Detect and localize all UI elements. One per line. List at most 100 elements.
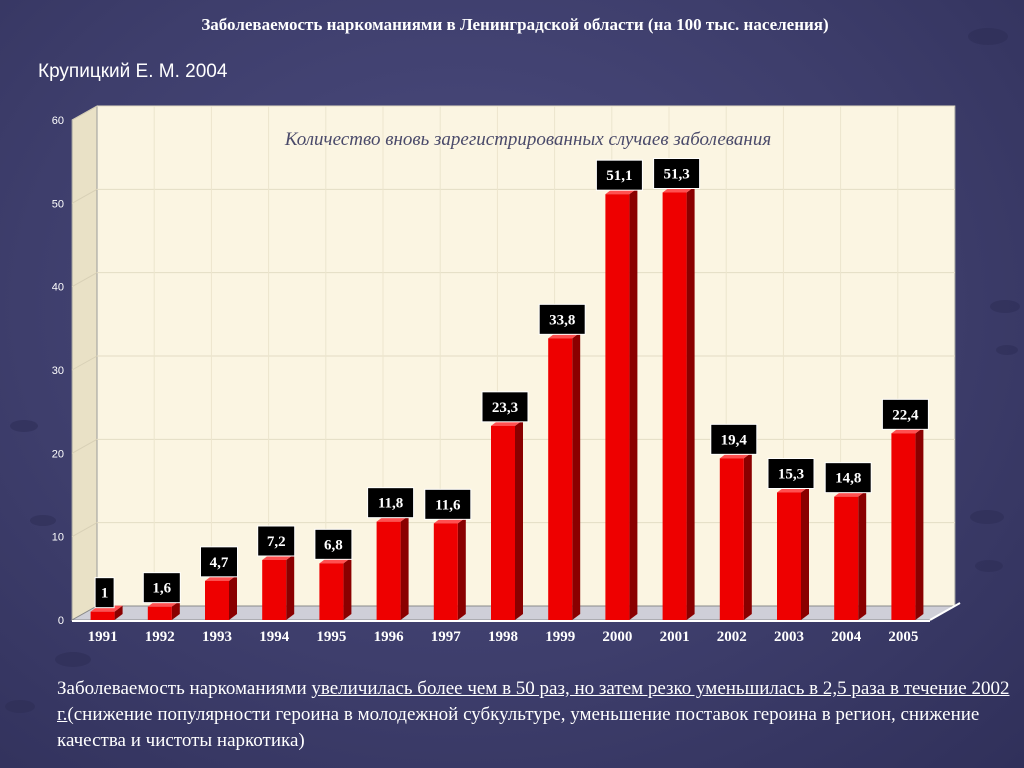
- bar-side: [915, 427, 924, 620]
- bar-side: [457, 517, 466, 620]
- bar: [376, 521, 401, 620]
- value-label: 7,2: [267, 534, 286, 550]
- background-dot: [10, 420, 38, 432]
- background-dot: [968, 28, 1008, 45]
- bar: [433, 523, 458, 620]
- bar-side: [171, 600, 180, 620]
- value-label: 22,4: [892, 407, 919, 423]
- bar: [834, 496, 859, 620]
- x-tick-label: 2003: [774, 629, 804, 645]
- x-tick-label: 1995: [316, 629, 346, 645]
- y-tick-label: 30: [52, 365, 64, 377]
- x-tick-label: 1997: [431, 629, 462, 645]
- background-dot: [5, 700, 35, 713]
- bar: [719, 458, 744, 620]
- x-tick-label: 1999: [545, 629, 575, 645]
- value-label: 51,1: [606, 168, 632, 184]
- bar: [777, 492, 801, 620]
- value-label-box: [94, 577, 115, 609]
- slide-title: Заболеваемость наркоманиями в Ленинградс…: [201, 15, 829, 34]
- bar: [662, 192, 687, 620]
- x-tick-label: 2001: [660, 629, 690, 645]
- value-label-box: [767, 458, 815, 489]
- caption-part-underlined: увеличилась более чем в 50 раз, но затем…: [57, 678, 1010, 725]
- x-tick-label: 1996: [374, 629, 405, 645]
- background-dot: [970, 510, 1004, 524]
- bar-side: [515, 419, 523, 620]
- background-dot: [996, 345, 1018, 355]
- gridline-side: [71, 105, 98, 121]
- bar: [319, 563, 344, 620]
- value-label-box: [653, 158, 701, 189]
- value-label-box: [481, 391, 529, 423]
- bar: [262, 560, 287, 620]
- value-label: 33,8: [549, 312, 575, 328]
- background-dot: [30, 515, 56, 526]
- value-label-box: [257, 525, 296, 557]
- y-tick-label: 20: [52, 448, 64, 460]
- bar-side: [286, 554, 295, 620]
- value-label: 51,3: [663, 167, 689, 183]
- bar: [548, 338, 573, 620]
- bar-side: [114, 605, 123, 620]
- bar-side: [686, 186, 695, 620]
- x-tick-label: 1993: [202, 629, 232, 645]
- value-label: 11,8: [378, 496, 403, 512]
- y-tick-label: 0: [58, 615, 64, 627]
- bar: [891, 433, 916, 620]
- bar: [491, 425, 515, 620]
- bar: [147, 606, 172, 620]
- x-tick-label: 2005: [888, 629, 918, 645]
- caption-text: Заболеваемость наркоманиями увеличилась …: [57, 676, 1012, 754]
- author-label: Крупицкий Е. М. 2004: [38, 61, 228, 82]
- value-label-box: [595, 159, 643, 191]
- bar-chart: 0 10 20 30 40 50 60 Количество вновь зарегистри…: [52, 105, 961, 645]
- gridline-side: [71, 188, 98, 204]
- x-tick-label: 1994: [259, 629, 290, 645]
- y-tick-label: 60: [52, 115, 64, 127]
- background-dot: [975, 560, 1003, 572]
- value-label: 6,8: [324, 537, 343, 553]
- axis-baseline-depth: [929, 602, 961, 621]
- value-label-box: [424, 488, 472, 520]
- value-label: 19,4: [721, 432, 748, 448]
- x-tick-label: 1998: [488, 629, 518, 645]
- value-label: 1,6: [152, 581, 171, 597]
- background-dot: [990, 300, 1020, 313]
- y-tick-label: 10: [52, 532, 64, 544]
- value-label: 23,3: [492, 400, 518, 416]
- value-label-box: [824, 462, 872, 494]
- value-label-box: [881, 398, 929, 430]
- bar: [90, 611, 115, 620]
- caption-part-1: Заболеваемость наркоманиями: [57, 678, 312, 699]
- value-label-box: [200, 546, 238, 578]
- y-tick-label: 40: [52, 282, 64, 294]
- gridline-side: [71, 272, 98, 288]
- gridline-side: [71, 355, 98, 371]
- bar-side: [400, 515, 409, 620]
- bar-side: [343, 557, 352, 620]
- bar-side: [743, 452, 752, 620]
- value-label: 1: [101, 586, 109, 602]
- value-label-box: [142, 572, 181, 604]
- value-label-box: [538, 303, 586, 335]
- bar-side: [229, 574, 237, 620]
- gridline-side: [71, 522, 98, 538]
- caption-part-3: (снижение популярности героина в молодеж…: [57, 704, 980, 751]
- gridline-side: [71, 438, 98, 454]
- x-tick-label: 2002: [717, 629, 747, 645]
- bar: [605, 194, 630, 620]
- bar-side: [858, 490, 867, 620]
- bar-side: [572, 332, 581, 620]
- value-label: 11,6: [435, 497, 461, 513]
- x-tick-label: 2000: [602, 629, 632, 645]
- bar-side: [629, 188, 638, 620]
- bar: [205, 580, 229, 620]
- value-label-box: [314, 528, 353, 560]
- x-tick-label: 1991: [88, 629, 118, 645]
- value-label-box: [710, 423, 758, 455]
- value-label: 15,3: [778, 467, 804, 483]
- value-label-box: [367, 487, 415, 519]
- y-tick-label: 50: [52, 198, 64, 210]
- x-tick-label: 1992: [145, 629, 175, 645]
